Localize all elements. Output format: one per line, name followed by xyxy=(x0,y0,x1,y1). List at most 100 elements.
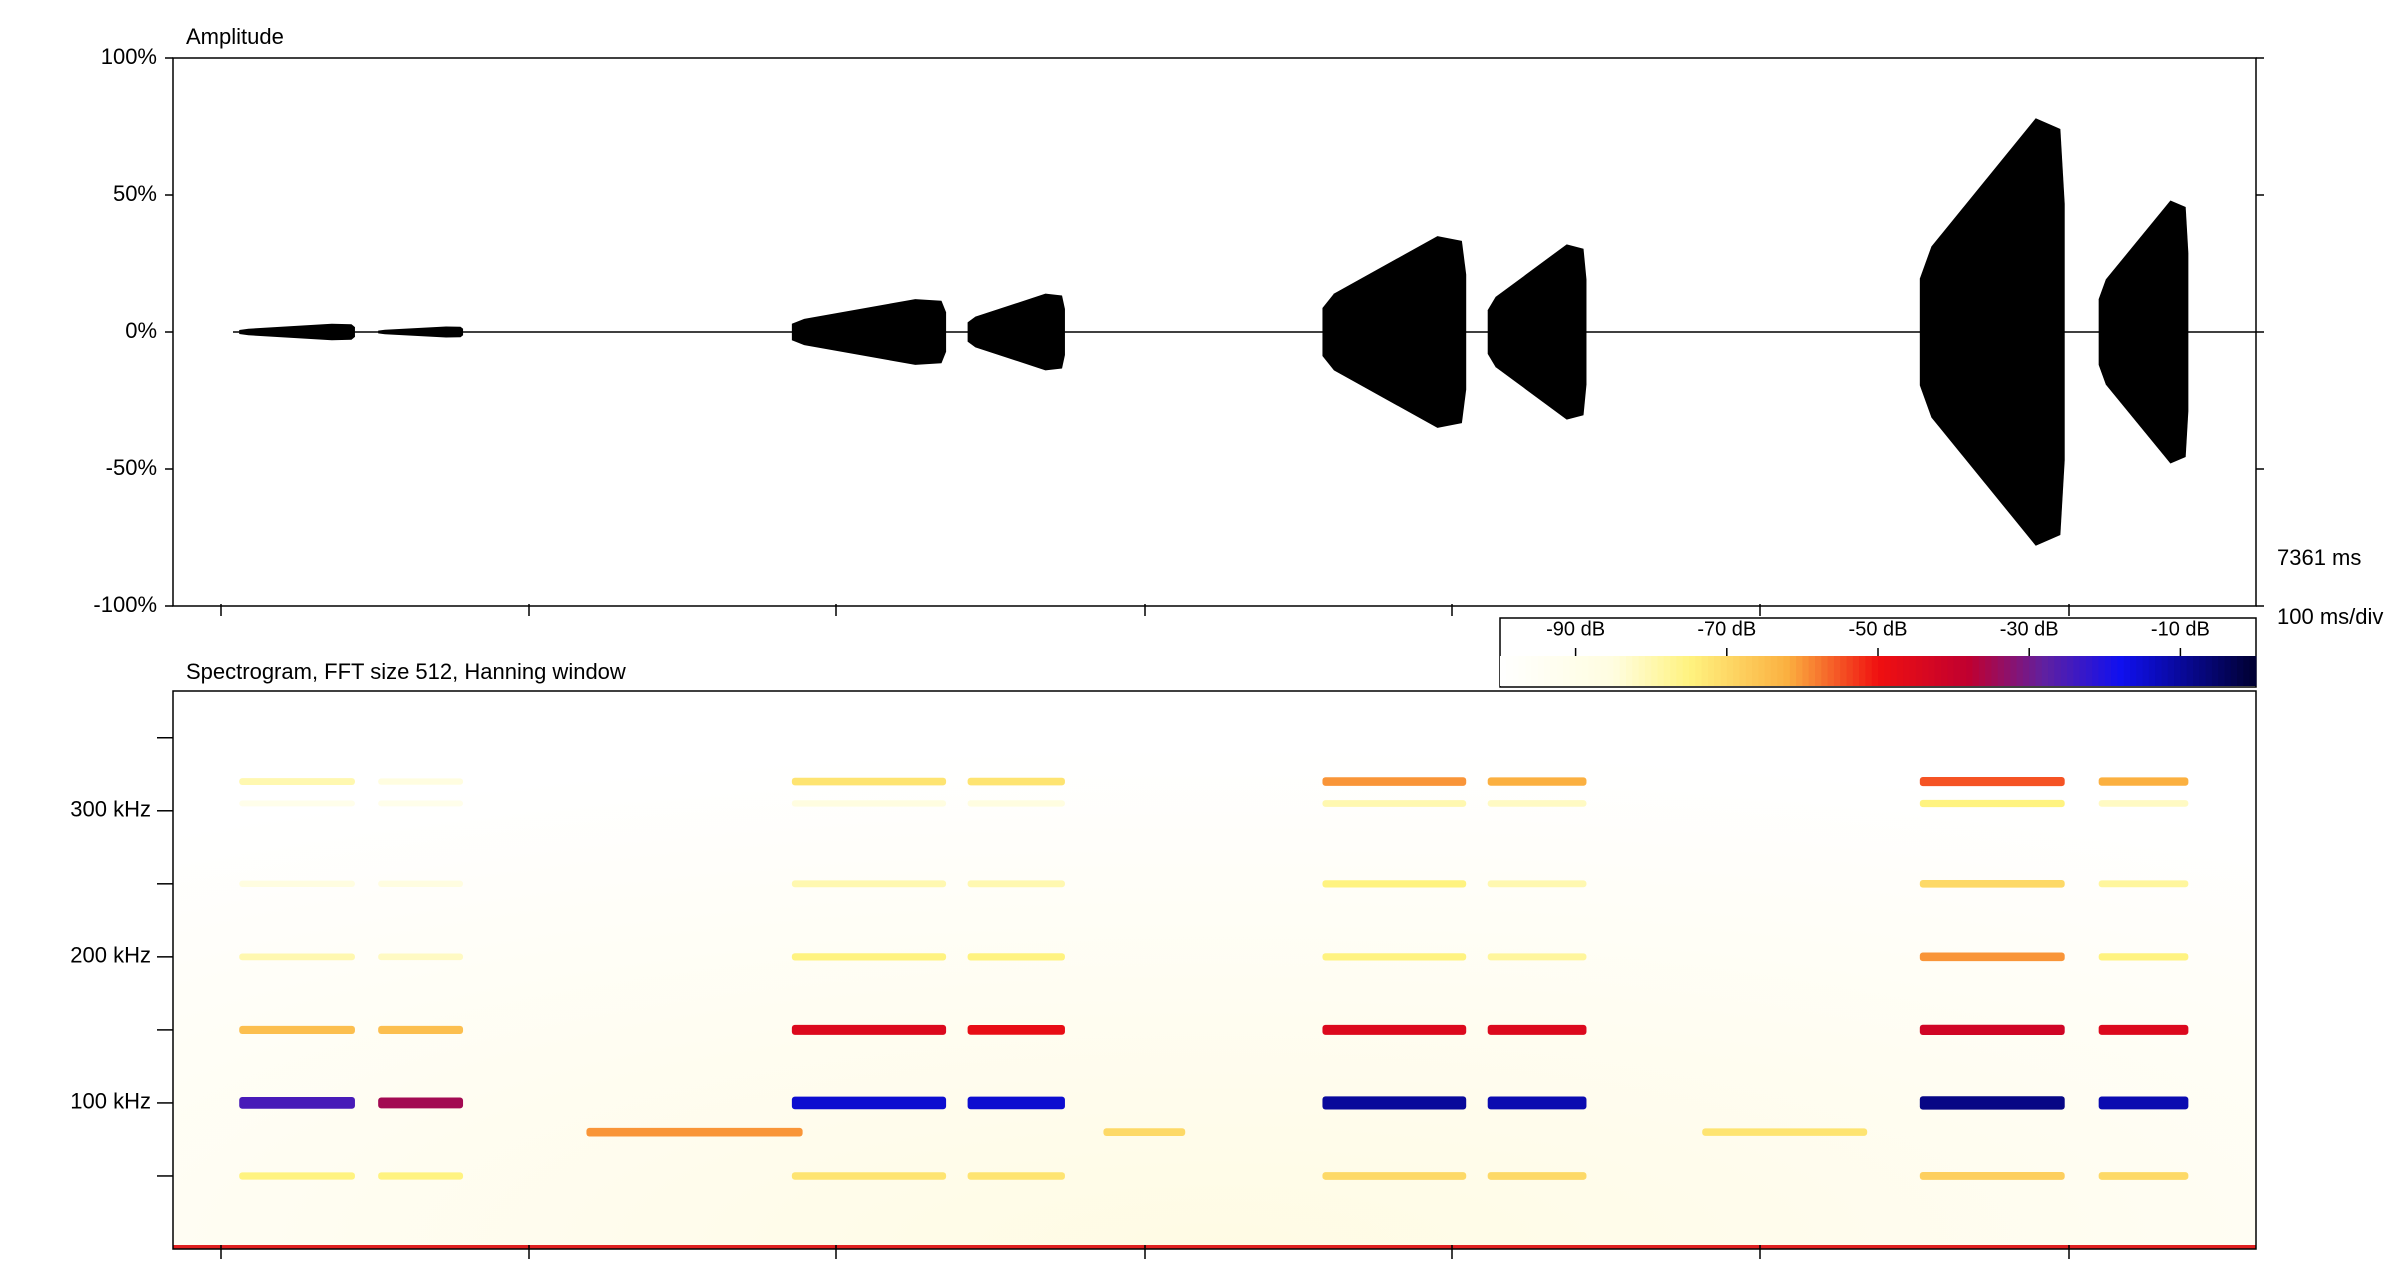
colorbar-cell xyxy=(1758,656,1766,686)
harmonic-band xyxy=(2098,800,2189,807)
colorbar-cell xyxy=(1896,656,1904,686)
y-tick-label: 300 kHz xyxy=(70,797,151,822)
colorbar-cell xyxy=(1544,656,1551,686)
colorbar-cell xyxy=(1726,656,1734,686)
colorbar-cell xyxy=(1783,656,1791,686)
colorbar-cell xyxy=(1695,656,1703,686)
colorbar-cell xyxy=(1594,656,1602,686)
colorbar-cell xyxy=(2035,656,2043,686)
colorbar-cell xyxy=(1663,656,1671,686)
colorbar-cell xyxy=(1720,656,1728,686)
colorbar-cell xyxy=(2249,656,2257,686)
harmonic-band xyxy=(2098,953,2189,961)
colorbar-tick-label: -30 dB xyxy=(2000,618,2059,640)
harmonic-band xyxy=(1487,880,1587,888)
colorbar-cell xyxy=(2199,656,2207,686)
colorbar-cell xyxy=(1821,656,1829,686)
colorbar-cell xyxy=(2104,656,2112,686)
harmonic-band xyxy=(1487,1172,1587,1180)
harmonic-band xyxy=(378,880,464,887)
waveform-burst xyxy=(378,326,464,338)
harmonic-band xyxy=(1487,1024,1587,1035)
division-label: 100 ms/div xyxy=(2277,604,2383,629)
harmonic-band xyxy=(2098,1172,2189,1180)
colorbar-cell xyxy=(1752,656,1759,686)
harmonic-band xyxy=(791,1024,947,1035)
colorbar-cell xyxy=(1644,656,1652,686)
colorbar-cell xyxy=(1581,656,1589,686)
harmonic-band xyxy=(967,1172,1065,1180)
colorbar-cell xyxy=(2243,656,2251,686)
colorbar-cell xyxy=(2117,656,2125,686)
harmonic-band xyxy=(2098,777,2189,786)
colorbar-cell xyxy=(2048,656,2055,686)
colorbar-cell xyxy=(1846,656,1854,686)
colorbar-cell xyxy=(1518,656,1526,686)
colorbar-cell xyxy=(1569,656,1577,686)
colorbar-cell xyxy=(1531,656,1539,686)
colorbar-cell xyxy=(2148,656,2156,686)
colorbar-cell xyxy=(1626,656,1633,686)
colorbar-cell xyxy=(1701,656,1709,686)
colorbar-cell xyxy=(2237,656,2244,686)
harmonic-band xyxy=(1487,800,1587,807)
harmonic-band xyxy=(967,953,1065,961)
colorbar-cell xyxy=(2180,656,2188,686)
colorbar-cell xyxy=(1777,656,1784,686)
harmonic-band xyxy=(1322,1096,1467,1110)
colorbar-cell xyxy=(2079,656,2087,686)
harmonic-band xyxy=(2098,1024,2189,1035)
colorbar-cell xyxy=(1733,656,1740,686)
harmonic-band xyxy=(1322,777,1467,786)
colorbar-cell xyxy=(1953,656,1961,686)
harmonic-band xyxy=(1919,1172,2065,1180)
y-tick-label: 200 kHz xyxy=(70,943,151,968)
colorbar-cell xyxy=(1525,656,1532,686)
plot-title: Spectrogram, FFT size 512, Hanning windo… xyxy=(186,659,626,684)
duration-label: 7361 ms xyxy=(2277,545,2361,570)
colorbar-cell xyxy=(1890,656,1898,686)
colorbar-cell xyxy=(2041,656,2049,686)
colorbar-cell xyxy=(1657,656,1665,686)
colorbar-cell xyxy=(1512,656,1520,686)
colorbar-cell xyxy=(2054,656,2062,686)
harmonic-band xyxy=(586,1127,803,1137)
colorbar-cell xyxy=(2136,656,2144,686)
harmonic-band xyxy=(1919,777,2065,787)
colorbar-cell xyxy=(1947,656,1955,686)
colorbar-cell xyxy=(1600,656,1608,686)
harmonic-band xyxy=(967,800,1065,807)
colorbar-tick-label: -90 dB xyxy=(1546,618,1605,640)
harmonic-band xyxy=(1919,1096,2065,1110)
harmonic-band xyxy=(239,778,355,785)
colorbar-cell xyxy=(1607,656,1614,686)
waveform-burst xyxy=(1487,244,1587,420)
harmonic-band xyxy=(791,953,947,961)
y-tick-label: 100 kHz xyxy=(70,1089,151,1114)
colorbar-cell xyxy=(1500,656,1507,686)
colorbar-cell xyxy=(1972,656,1980,686)
harmonic-band xyxy=(239,1097,355,1109)
colorbar-cell xyxy=(2186,656,2194,686)
harmonic-band xyxy=(1322,1024,1467,1035)
harmonic-band xyxy=(1487,953,1587,961)
colorbar-cell xyxy=(2224,656,2232,686)
harmonic-band xyxy=(378,1172,464,1180)
colorbar-cell xyxy=(1588,656,1595,686)
y-tick-label: 0% xyxy=(125,318,157,343)
colorbar-cell xyxy=(2016,656,2024,686)
harmonic-band xyxy=(967,1096,1065,1110)
plot-frame xyxy=(172,690,2257,1250)
harmonic-band xyxy=(967,880,1065,888)
colorbar-cell xyxy=(1556,656,1564,686)
colorbar-cell xyxy=(1682,656,1690,686)
colorbar-cell xyxy=(2193,656,2200,686)
background-noise xyxy=(173,691,2256,1249)
harmonic-band xyxy=(1487,1096,1587,1110)
colorbar-cell xyxy=(1827,656,1835,686)
colorbar-cell xyxy=(2230,656,2238,686)
colorbar-cell xyxy=(1978,656,1986,686)
colorbar-cell xyxy=(2155,656,2162,686)
colorbar-cell xyxy=(2174,656,2181,686)
harmonic-band xyxy=(239,800,355,807)
